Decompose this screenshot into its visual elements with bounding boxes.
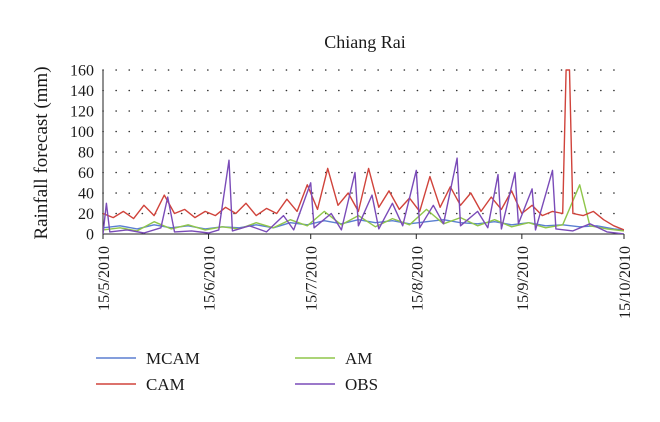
legend-label-am: AM <box>345 349 372 368</box>
y-tick-label-120: 120 <box>70 104 94 121</box>
y-tick-labels: 0 20 40 60 80 100 120 140 160 <box>70 63 94 244</box>
series-line-am <box>103 184 624 232</box>
axes <box>102 70 625 239</box>
x-tick-label-5: 15/10/2010 <box>617 246 634 319</box>
series-line-obs <box>103 157 624 234</box>
chart-title: Chiang Rai <box>324 32 406 52</box>
y-tick-label-80: 80 <box>78 145 94 162</box>
legend-label-mcam: MCAM <box>146 349 200 368</box>
x-tick-label-0: 15/5/2010 <box>96 246 113 311</box>
y-tick-label-160: 160 <box>70 63 94 80</box>
x-tick-label-4: 15/9/2010 <box>515 246 532 311</box>
y-tick-label-60: 60 <box>78 165 94 182</box>
legend: MCAM AM CAM OBS <box>96 349 378 394</box>
x-tick-label-2: 15/7/2010 <box>304 246 321 311</box>
legend-label-cam: CAM <box>146 375 185 394</box>
x-tick-labels: 15/5/2010 15/6/2010 15/7/2010 15/8/2010 15/9… <box>96 246 634 319</box>
plot-area <box>103 69 624 234</box>
y-tick-label-140: 140 <box>70 83 94 100</box>
x-tick-label-1: 15/6/2010 <box>202 246 219 311</box>
legend-label-obs: OBS <box>345 375 378 394</box>
x-tick-label-3: 15/8/2010 <box>409 246 426 311</box>
y-axis-label: Rainfall forecast (mm) <box>31 66 52 239</box>
y-tick-label-100: 100 <box>70 124 94 141</box>
y-tick-label-20: 20 <box>78 206 94 223</box>
series-line-cam <box>103 69 624 231</box>
y-tick-label-0: 0 <box>86 227 94 244</box>
y-tick-label-40: 40 <box>78 186 94 203</box>
